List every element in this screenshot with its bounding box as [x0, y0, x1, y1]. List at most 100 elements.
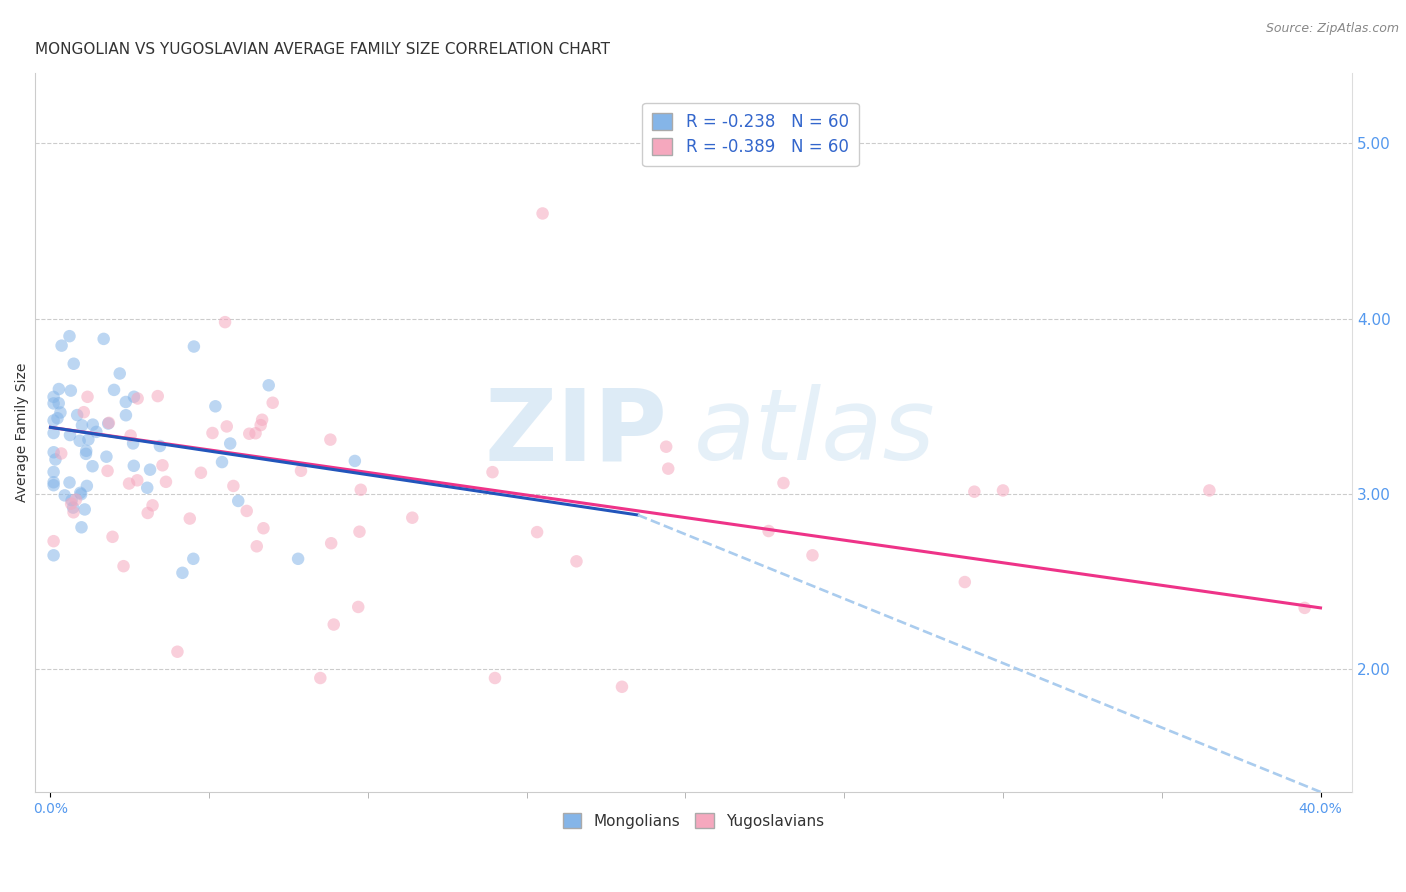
Point [44, 452, 66, 467]
Point [309, 671, 332, 685]
Point [181, 551, 204, 566]
Point [1198, 483, 1220, 498]
Point [565, 554, 588, 568]
Point [531, 206, 554, 220]
Point [46, 411, 69, 425]
Point [75, 447, 97, 461]
Point [48, 382, 70, 396]
Point [287, 551, 309, 566]
Point [801, 549, 824, 563]
Point [214, 315, 236, 329]
Point [86, 425, 108, 439]
Point [179, 511, 201, 525]
Point [1294, 600, 1316, 615]
Point [991, 483, 1014, 498]
Point [249, 418, 271, 433]
Point [245, 426, 267, 441]
Point [349, 524, 371, 539]
Point [101, 530, 124, 544]
Point [108, 367, 131, 381]
Point [758, 524, 780, 538]
Point [77, 433, 100, 447]
Point [53, 488, 76, 502]
Point [42, 445, 65, 459]
Point [75, 443, 97, 458]
Point [42, 478, 65, 492]
Point [42, 534, 65, 549]
Point [62, 505, 84, 519]
Point [58, 329, 80, 343]
Point [127, 392, 149, 406]
Text: MONGOLIAN VS YUGOSLAVIAN AVERAGE FAMILY SIZE CORRELATION CHART: MONGOLIAN VS YUGOSLAVIAN AVERAGE FAMILY … [35, 42, 610, 57]
Point [963, 484, 986, 499]
Point [215, 419, 238, 434]
Point [82, 417, 104, 432]
Point [114, 395, 136, 409]
Point [42, 413, 65, 427]
Point [60, 493, 83, 508]
Point [97, 416, 120, 430]
Point [526, 525, 548, 540]
Point [59, 428, 82, 442]
Point [122, 458, 145, 473]
Point [136, 506, 159, 520]
Point [322, 617, 344, 632]
Point [76, 390, 98, 404]
Point [103, 383, 125, 397]
Point [319, 433, 342, 447]
Point [484, 671, 506, 685]
Point [42, 390, 65, 404]
Point [70, 487, 93, 501]
Point [152, 458, 174, 473]
Point [257, 378, 280, 392]
Point [136, 481, 159, 495]
Point [155, 475, 177, 489]
Point [73, 502, 96, 516]
Point [118, 476, 141, 491]
Point [343, 454, 366, 468]
Point [49, 405, 72, 419]
Point [290, 464, 312, 478]
Point [127, 473, 149, 487]
Point [122, 436, 145, 450]
Point [401, 510, 423, 524]
Point [953, 575, 976, 590]
Point [62, 500, 84, 515]
Point [70, 418, 93, 433]
Point [51, 446, 73, 460]
Point [70, 520, 93, 534]
Point [250, 413, 273, 427]
Point [65, 492, 87, 507]
Point [211, 455, 233, 469]
Point [226, 494, 249, 508]
Point [48, 396, 70, 410]
Point [235, 504, 257, 518]
Point [655, 440, 678, 454]
Point [146, 389, 169, 403]
Point [201, 425, 224, 440]
Point [42, 396, 65, 410]
Y-axis label: Average Family Size: Average Family Size [15, 363, 30, 502]
Text: ZIP: ZIP [484, 384, 666, 481]
Point [246, 539, 269, 553]
Point [183, 339, 205, 353]
Point [149, 439, 172, 453]
Point [69, 485, 91, 500]
Text: Source: ZipAtlas.com: Source: ZipAtlas.com [1265, 22, 1399, 36]
Point [66, 408, 89, 422]
Point [58, 475, 80, 490]
Point [219, 436, 242, 450]
Point [96, 450, 118, 464]
Point [96, 464, 118, 478]
Point [481, 465, 503, 479]
Point [190, 466, 212, 480]
Point [59, 384, 82, 398]
Point [42, 475, 65, 490]
Point [69, 434, 91, 448]
Point [51, 338, 73, 352]
Point [42, 549, 65, 563]
Point [350, 483, 373, 497]
Point [321, 536, 343, 550]
Point [262, 396, 284, 410]
Point [166, 645, 188, 659]
